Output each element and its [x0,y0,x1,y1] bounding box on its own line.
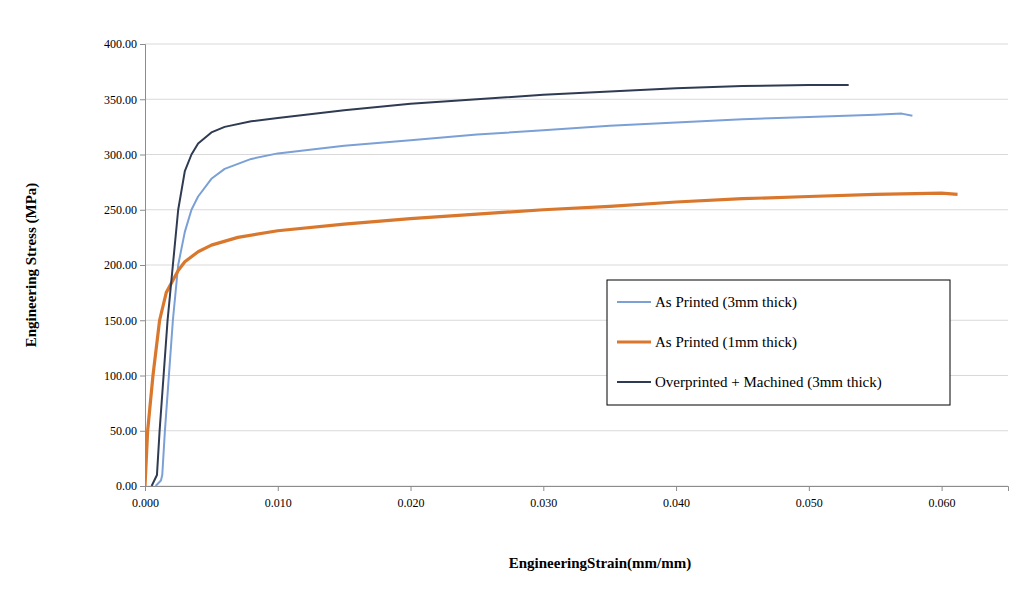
tick-mark [140,210,145,211]
series-group [145,85,958,486]
tick-mark [140,431,145,432]
x-axis: 0.000 0.010 0.020 0.030 0.040 0.050 0.060 [132,486,1009,510]
tick-label: 0.040 [663,496,690,510]
tick-label: 50.00 [110,424,137,438]
tick: 0.040 [663,486,690,510]
tick-mark [140,376,145,377]
tick-mark [278,486,279,491]
tick-mark [942,486,943,491]
tick-mark [140,320,145,321]
legend-label: As Printed (3mm thick) [655,294,797,311]
grid-line [145,44,1008,45]
x-axis-title: EngineeringStrain(mm/mm) [509,555,691,572]
tick-label: 300.00 [104,148,137,162]
tick-mark [411,486,412,491]
tick: 200.00 [104,258,145,272]
grid-line [145,430,1008,431]
tick-mark [676,486,677,491]
tick: 50.00 [110,424,145,438]
tick-label: 0.020 [398,496,425,510]
tick: 400.00 [104,37,145,51]
tick: 0.060 [929,486,956,510]
tick: 100.00 [104,369,145,383]
tick: 350.00 [104,93,145,107]
y-axis-title: Engineering Stress (MPa) [23,183,40,348]
legend-box [607,280,950,405]
plot: 0.000 0.010 0.020 0.030 0.040 0.050 0.060 0.00 5… [104,37,1009,510]
grid-line [145,99,1008,100]
tick-label: 150.00 [104,314,137,328]
tick-label: 0.030 [530,496,557,510]
axis-line [146,487,1009,492]
tick: 0.00 [116,479,145,493]
tick: 0.050 [796,486,823,510]
tick: 300.00 [104,148,145,162]
tick-label: 0.060 [929,496,956,510]
tick-label: 0.050 [796,496,823,510]
tick: 0.010 [265,486,292,510]
legend-swatch [617,340,651,343]
legend-swatch [617,381,651,383]
series-line [145,193,958,486]
y-axis: 0.00 50.00 100.00 150.00 200.00 250.00 300.00 3… [104,37,146,493]
tick-label: 0.000 [132,496,159,510]
grid [145,44,1008,486]
tick-label: 0.010 [265,496,292,510]
legend-label: As Printed (1mm thick) [655,334,797,351]
tick-label: 0.00 [116,479,137,493]
tick: 250.00 [104,203,145,217]
tick-mark [140,155,145,156]
tick-mark [140,486,145,487]
tick-label: 400.00 [104,37,137,51]
legend-swatch [617,301,651,303]
axis-line [140,45,146,487]
grid-line [145,265,1008,266]
tick-label: 250.00 [104,203,137,217]
tick-mark [140,265,145,266]
tick: 0.020 [398,486,425,510]
tick-mark [543,486,544,491]
tick-label: 350.00 [104,93,137,107]
tick-mark [809,486,810,491]
legend-label: Overprinted + Machined (3mm thick) [655,374,882,391]
tick-mark [140,99,145,100]
tick-mark [140,44,145,45]
tick: 0.030 [530,486,557,510]
tick-label: 100.00 [104,369,137,383]
tick-label: 200.00 [104,258,137,272]
chart: 0.000 0.010 0.020 0.030 0.040 0.050 0.060 0.00 5… [0,0,1024,604]
legend: As Printed (3mm thick) As Printed (1mm th… [607,280,950,405]
tick: 150.00 [104,314,145,328]
